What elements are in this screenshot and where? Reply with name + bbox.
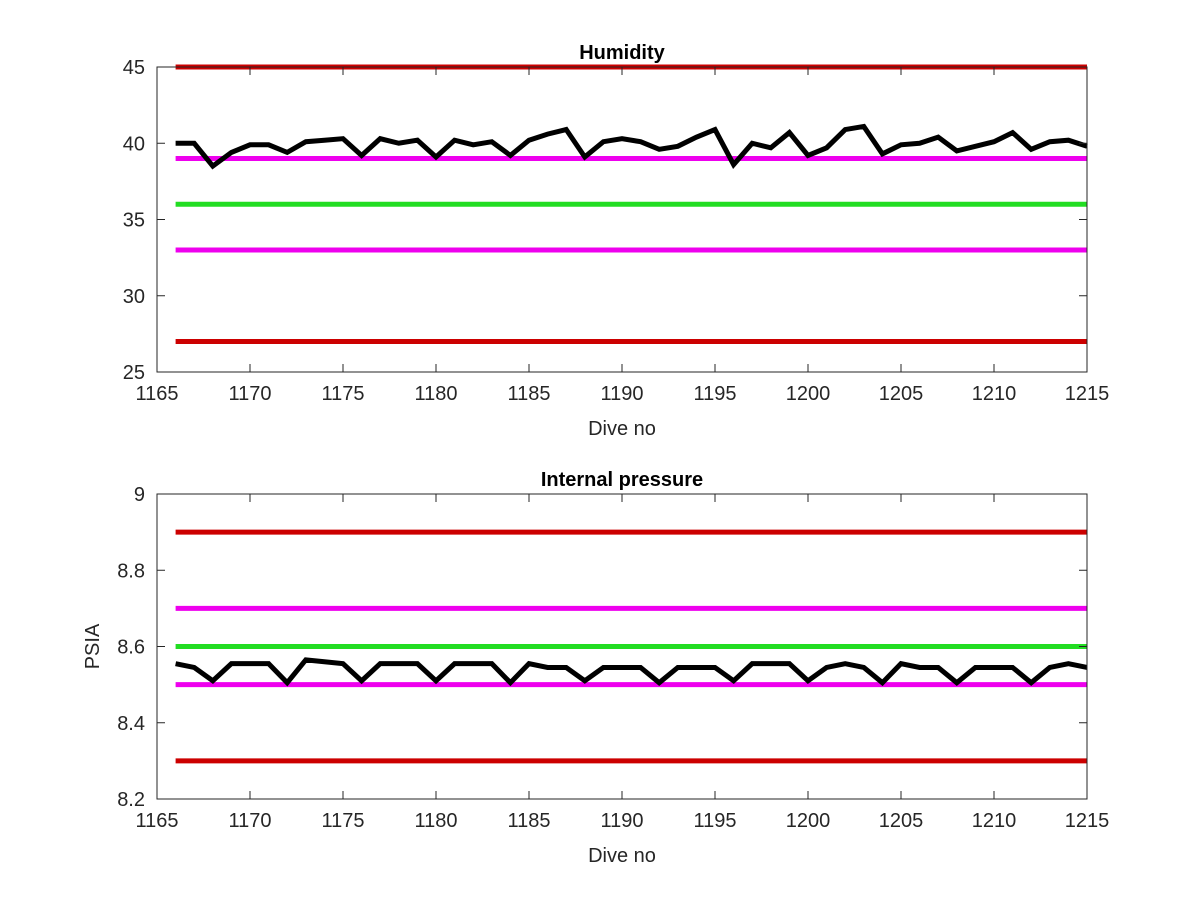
x-tick-label-0-5: 1190 <box>600 383 643 405</box>
y-tick-label-1-2: 8.6 <box>117 637 145 659</box>
x-tick-label-0-3: 1180 <box>414 383 457 405</box>
x-tick-label-1-6: 1195 <box>693 810 736 832</box>
x-tick-label-1-3: 1180 <box>414 810 457 832</box>
x-tick-label-1-7: 1200 <box>786 810 831 832</box>
y-tick-label-0-0: 25 <box>123 362 145 384</box>
x-tick-label-0-10: 1215 <box>1065 383 1110 405</box>
y-tick-label-0-4: 45 <box>123 57 145 79</box>
x-tick-label-0-9: 1210 <box>972 383 1017 405</box>
x-axis-label-1: Dive no <box>588 845 656 867</box>
chart-title-1: Internal pressure <box>541 469 703 491</box>
x-tick-label-0-4: 1185 <box>507 383 550 405</box>
y-tick-label-1-4: 9 <box>134 484 145 506</box>
x-tick-label-1-0: 1165 <box>135 810 178 832</box>
x-tick-label-0-2: 1175 <box>321 383 364 405</box>
x-tick-label-1-5: 1190 <box>600 810 643 832</box>
y-tick-label-0-3: 40 <box>123 133 145 155</box>
series-line-0-0 <box>175 123 1088 170</box>
x-tick-label-1-2: 1175 <box>321 810 364 832</box>
x-tick-label-1-4: 1185 <box>507 810 550 832</box>
y-tick-label-0-1: 30 <box>123 286 145 308</box>
x-tick-label-0-1: 1170 <box>228 383 271 405</box>
x-axis-label-0: Dive no <box>588 418 656 440</box>
x-tick-label-1-10: 1215 <box>1065 810 1110 832</box>
x-tick-label-1-1: 1170 <box>228 810 271 832</box>
y-tick-label-1-1: 8.4 <box>117 713 145 735</box>
x-tick-label-0-8: 1205 <box>879 383 924 405</box>
series-line-1-0 <box>175 657 1088 687</box>
x-tick-label-1-8: 1205 <box>879 810 924 832</box>
y-tick-label-1-0: 8.2 <box>117 789 145 811</box>
x-tick-label-1-9: 1210 <box>972 810 1017 832</box>
y-tick-label-0-2: 35 <box>123 210 145 232</box>
x-tick-label-0-0: 1165 <box>135 383 178 405</box>
x-tick-label-0-6: 1195 <box>693 383 736 405</box>
x-tick-label-0-7: 1200 <box>786 383 831 405</box>
y-tick-label-1-3: 8.8 <box>117 560 145 582</box>
chart-title-0: Humidity <box>579 42 665 64</box>
axes-box-0 <box>156 66 1088 373</box>
y-axis-label-1: PSIA <box>82 623 104 669</box>
